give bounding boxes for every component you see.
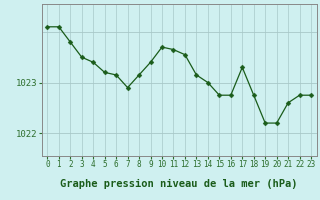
Text: Graphe pression niveau de la mer (hPa): Graphe pression niveau de la mer (hPa) (60, 179, 298, 189)
